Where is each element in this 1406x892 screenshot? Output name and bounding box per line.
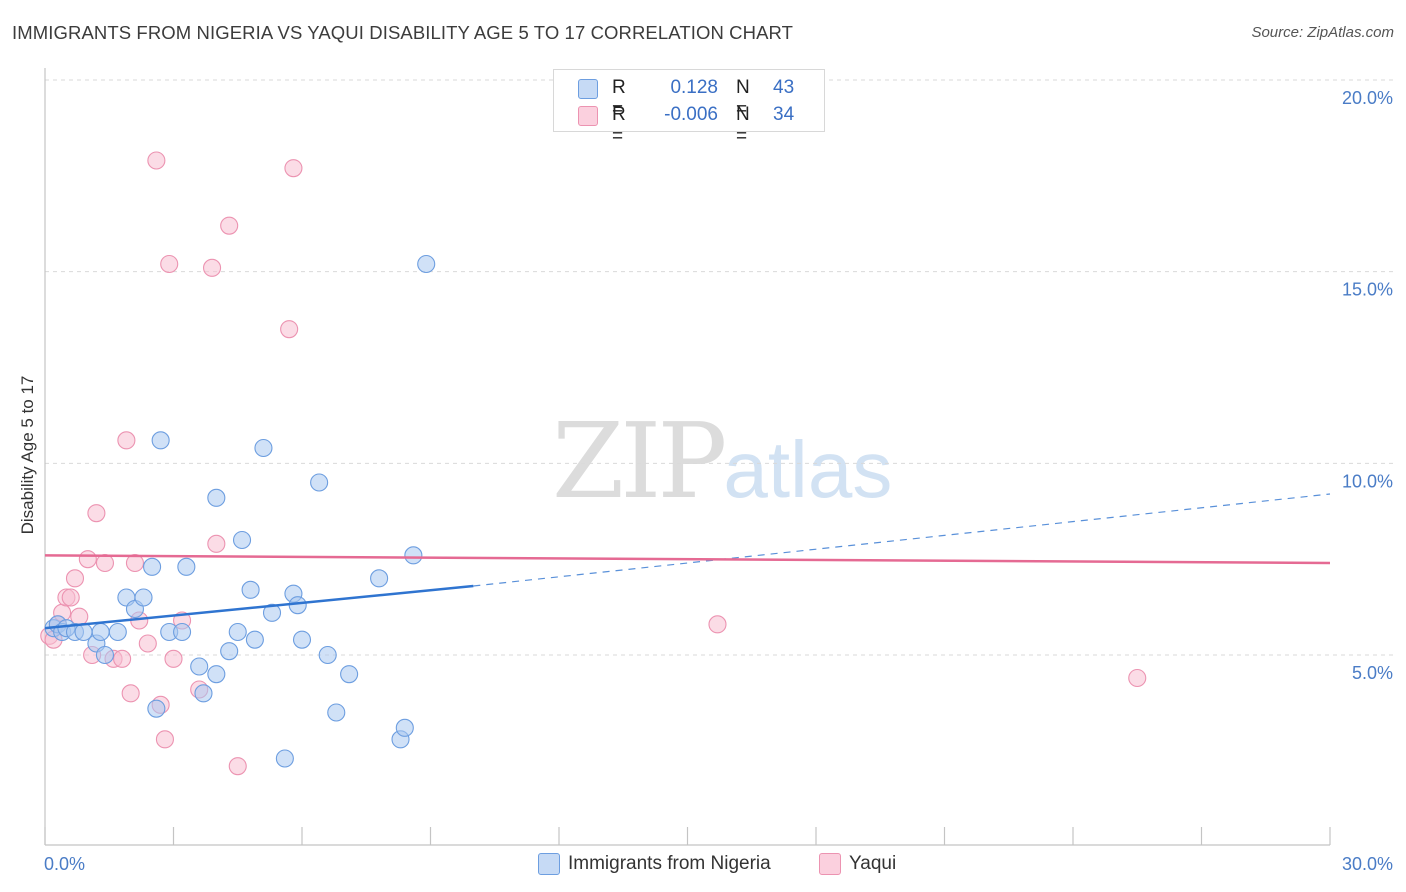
nigeria-point <box>292 630 312 649</box>
bottom-legend-label-yaqui: Yaqui <box>849 853 897 874</box>
yaqui-point <box>1128 668 1147 688</box>
nigeria-point <box>108 622 127 642</box>
yaqui-point <box>78 550 97 569</box>
yaqui-point <box>155 730 174 749</box>
nigeria-point <box>173 622 192 642</box>
yaqui-point <box>65 569 85 588</box>
yaqui-point <box>708 615 727 634</box>
watermark: ZIPatlas <box>552 400 892 522</box>
yaqui-point <box>220 216 239 235</box>
yaqui-point <box>61 588 80 607</box>
yaqui-point <box>95 553 115 573</box>
nigeria-point <box>417 254 436 274</box>
nigeria-point <box>91 622 110 642</box>
nigeria-point <box>228 622 247 642</box>
yaqui-point <box>164 649 183 668</box>
nigeria-point <box>262 603 282 622</box>
legend-r-label: R = <box>612 77 626 120</box>
nigeria-point <box>340 665 359 684</box>
nigeria-point <box>177 557 196 576</box>
nigeria-trend-extension <box>473 493 1331 587</box>
legend-n-label: N = <box>736 104 750 147</box>
nigeria-point <box>245 630 264 649</box>
yaqui-point <box>160 254 179 274</box>
legend-swatch-nigeria <box>578 79 598 99</box>
bottom-legend-swatch-yaqui <box>819 853 841 875</box>
legend-r-value: -0.006 <box>664 104 718 125</box>
x-tick-label: 30.0% <box>1342 854 1393 874</box>
chart-title: IMMIGRANTS FROM NIGERIA VS YAQUI DISABIL… <box>12 22 794 43</box>
nigeria-point <box>190 657 209 676</box>
yaqui-point <box>280 320 299 339</box>
nigeria-point <box>370 569 389 588</box>
nigeria-point <box>318 645 337 665</box>
y-tick-label: 15.0% <box>1342 280 1393 300</box>
nigeria-point <box>95 645 115 665</box>
nigeria-point <box>207 665 226 684</box>
x-tick-label: 0.0% <box>44 854 85 874</box>
yaqui-point <box>87 504 106 523</box>
bottom-legend-label-nigeria: Immigrants from Nigeria <box>568 853 771 874</box>
yaqui-point <box>203 258 222 277</box>
nigeria-point <box>395 718 414 737</box>
bottom-legend-swatch-nigeria <box>538 853 560 875</box>
nigeria-point <box>207 488 226 507</box>
y-tick-label: 10.0% <box>1342 471 1393 491</box>
legend-swatch-yaqui <box>578 106 598 126</box>
watermark-atlas: atlas <box>723 425 893 514</box>
nigeria-point <box>151 431 170 450</box>
yaqui-point <box>147 151 166 170</box>
nigeria-point <box>275 749 294 768</box>
yaqui-point <box>125 553 144 573</box>
yaqui-point <box>207 534 226 553</box>
nigeria-trend-line <box>44 584 474 630</box>
nigeria-point <box>194 684 213 703</box>
legend-n-label: N = <box>736 77 750 120</box>
yaqui-point <box>138 634 157 653</box>
nigeria-point <box>147 699 166 718</box>
nigeria-point <box>404 546 423 565</box>
nigeria-point <box>143 557 162 576</box>
nigeria-point <box>327 703 346 722</box>
chart-source: Source: ZipAtlas.com <box>1251 24 1394 41</box>
nigeria-point <box>232 530 252 550</box>
yaqui-point <box>284 159 303 178</box>
legend-r-label: R = <box>612 104 626 147</box>
nigeria-point <box>310 473 329 492</box>
nigeria-point <box>241 580 260 599</box>
nigeria-point <box>288 596 307 615</box>
yaqui-point <box>117 431 136 450</box>
y-tick-label: 5.0% <box>1352 663 1393 683</box>
yaqui-point <box>121 684 140 703</box>
correlation-legend: R = 0.128 N = 43 R = -0.006 N = 34 <box>553 69 825 147</box>
yaqui-trend-line <box>44 554 1331 565</box>
legend-n-value: 43 <box>773 77 795 98</box>
yaqui-point <box>228 757 247 776</box>
legend-n-value: 34 <box>773 104 795 125</box>
nigeria-point <box>254 438 273 458</box>
legend-r-value: 0.128 <box>670 77 718 98</box>
yaqui-point <box>113 649 132 668</box>
watermark-zip: ZIP <box>552 400 727 522</box>
nigeria-point <box>220 642 239 661</box>
y-tick-label: 20.0% <box>1342 88 1393 108</box>
nigeria-point <box>134 588 153 607</box>
